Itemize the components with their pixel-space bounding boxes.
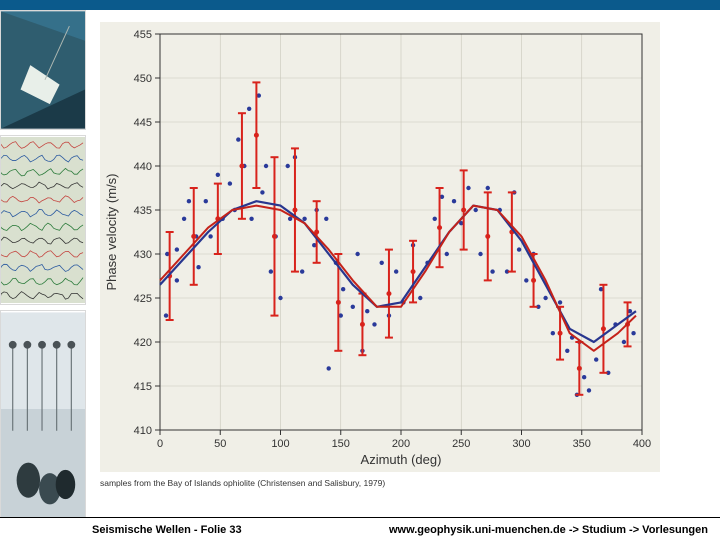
footer: Seismische Wellen - Folie 33 www.geophys… (0, 517, 720, 540)
svg-text:200: 200 (392, 438, 410, 450)
svg-text:250: 250 (452, 438, 470, 450)
svg-text:400: 400 (633, 438, 651, 450)
svg-text:Azimuth (deg): Azimuth (deg) (361, 452, 442, 467)
title-bar (0, 0, 720, 10)
svg-text:Phase velocity (m/s): Phase velocity (m/s) (104, 173, 119, 290)
sidebar (0, 10, 86, 530)
sidebar-image-fieldwork (0, 310, 86, 530)
svg-text:150: 150 (332, 438, 350, 450)
svg-text:415: 415 (134, 381, 152, 393)
svg-text:445: 445 (134, 117, 152, 129)
svg-text:300: 300 (512, 438, 530, 450)
svg-text:350: 350 (573, 438, 591, 450)
svg-text:450: 450 (134, 73, 152, 85)
svg-text:410: 410 (134, 425, 152, 437)
svg-text:440: 440 (134, 161, 152, 173)
sidebar-image-ship (0, 10, 86, 130)
svg-text:100: 100 (271, 438, 289, 450)
footer-slide-label: Seismische Wellen - Folie 33 (92, 524, 242, 536)
svg-text:425: 425 (134, 293, 152, 305)
svg-text:435: 435 (134, 205, 152, 217)
footer-url: www.geophysik.uni-muenchen.de -> Studium… (389, 524, 708, 536)
chart-container: 410 415 420 425 430 435 440 445 450 455 0 50 100 150 2… (100, 22, 660, 472)
sidebar-image-seismogram (0, 135, 86, 305)
svg-text:420: 420 (134, 337, 152, 349)
chart-caption: samples from the Bay of Islands ophiolit… (100, 478, 385, 488)
svg-text:0: 0 (157, 438, 163, 450)
svg-text:50: 50 (214, 438, 226, 450)
phase-velocity-azimuth-chart: 410 415 420 425 430 435 440 445 450 455 0 50 100 150 2… (100, 22, 660, 472)
svg-text:455: 455 (134, 29, 152, 41)
svg-text:430: 430 (134, 249, 152, 261)
